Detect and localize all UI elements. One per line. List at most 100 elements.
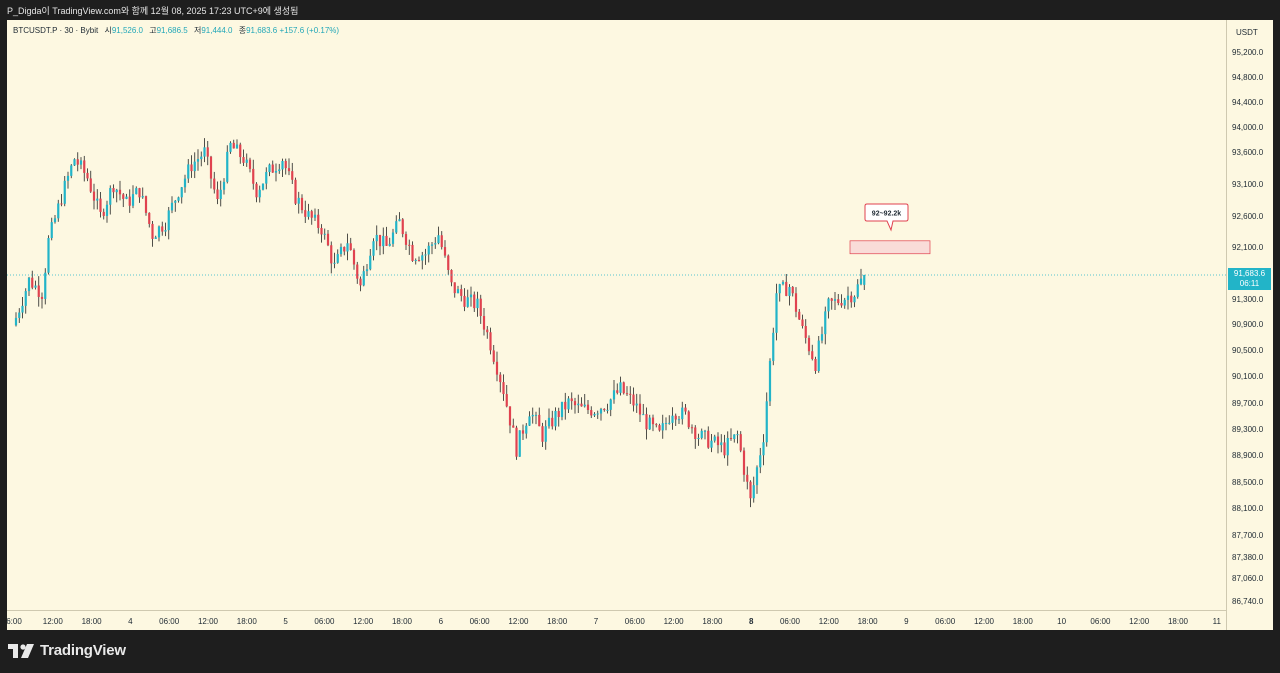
candle-body bbox=[99, 198, 102, 212]
candle-body bbox=[612, 390, 616, 400]
candle-body bbox=[115, 189, 118, 193]
time-tick-label: 5 bbox=[283, 617, 288, 626]
footer-bar: TradingView bbox=[0, 630, 1280, 673]
candle-body bbox=[677, 419, 681, 421]
time-tick-label: 6:00 bbox=[7, 617, 22, 626]
time-axis[interactable] bbox=[7, 610, 1226, 631]
candle-body bbox=[791, 286, 794, 294]
candle-body bbox=[837, 299, 840, 304]
candle-body bbox=[70, 165, 73, 176]
candle-body bbox=[853, 296, 856, 303]
time-tick-label: 06:00 bbox=[1090, 617, 1111, 626]
price-tick-label: 92,100.0 bbox=[1232, 243, 1264, 252]
price-tick-label: 92,600.0 bbox=[1232, 212, 1264, 221]
candle-body bbox=[720, 442, 723, 446]
candle-body bbox=[421, 255, 424, 261]
price-tick-label: 95,200.0 bbox=[1232, 48, 1264, 57]
candle-body bbox=[482, 316, 486, 330]
candle-body bbox=[408, 244, 411, 246]
candle-body bbox=[495, 361, 499, 375]
candle-body bbox=[148, 212, 151, 224]
candle-body bbox=[14, 317, 18, 326]
candle-body bbox=[216, 189, 219, 200]
candle-body bbox=[759, 455, 762, 468]
candle-body bbox=[538, 414, 541, 427]
candle-body bbox=[430, 244, 434, 246]
candle-body bbox=[447, 255, 450, 270]
time-tick-label: 18:00 bbox=[1168, 617, 1189, 626]
candle-body bbox=[83, 160, 86, 173]
candle-body bbox=[437, 235, 440, 244]
candle-body bbox=[112, 188, 115, 193]
time-tick-label: 18:00 bbox=[702, 617, 723, 626]
time-tick-label: 9 bbox=[904, 617, 909, 626]
time-tick-label: 06:00 bbox=[314, 617, 335, 626]
candle-body bbox=[733, 434, 736, 440]
symbol-name[interactable]: BTCUSDT.P · 30 · Bybit bbox=[13, 26, 99, 35]
candle-body bbox=[245, 159, 248, 163]
candle-body bbox=[86, 172, 89, 179]
candle-body bbox=[395, 221, 398, 233]
price-axis[interactable] bbox=[1226, 20, 1274, 630]
candle-body bbox=[323, 233, 326, 235]
candle-body bbox=[794, 293, 798, 312]
price-tick-label: 86,740.0 bbox=[1232, 597, 1264, 606]
candle-body bbox=[593, 413, 596, 416]
candle-body bbox=[573, 401, 577, 406]
candle-body bbox=[508, 406, 512, 426]
open-label: 시 bbox=[104, 26, 112, 35]
candle-body bbox=[811, 351, 814, 359]
candle-body bbox=[528, 416, 531, 426]
close-value: 91,683.6 bbox=[246, 26, 278, 35]
candle-body bbox=[92, 191, 96, 201]
candle-body bbox=[583, 404, 586, 407]
candle-body bbox=[564, 401, 567, 410]
candle-body bbox=[833, 299, 837, 301]
candle-body bbox=[768, 360, 772, 402]
candle-body bbox=[50, 222, 53, 239]
bar-countdown: 06:11 bbox=[1239, 279, 1260, 289]
candle-body bbox=[268, 164, 271, 172]
time-tick-label: 06:00 bbox=[935, 617, 956, 626]
candle-body bbox=[697, 437, 700, 440]
candle-body bbox=[47, 238, 50, 273]
candle-body bbox=[411, 244, 414, 261]
currency-label[interactable]: USDT bbox=[1236, 28, 1258, 37]
candle-body bbox=[473, 294, 476, 309]
candle-body bbox=[317, 214, 320, 228]
candle-body bbox=[310, 211, 313, 218]
price-tick-label: 94,400.0 bbox=[1232, 98, 1264, 107]
candle-body bbox=[417, 260, 421, 262]
candle-body bbox=[460, 289, 463, 296]
candle-body bbox=[476, 298, 479, 309]
candle-body bbox=[635, 403, 638, 406]
candle-body bbox=[187, 164, 190, 179]
candlestick-chart[interactable]: 95,200.0 94,800.0 94,400.0 94,000.0 93,600.0… bbox=[7, 20, 1273, 630]
candle-body bbox=[378, 234, 382, 247]
candle-body bbox=[486, 329, 489, 333]
candle-body bbox=[31, 277, 34, 288]
chart-area[interactable]: 95,200.0 94,800.0 94,400.0 94,000.0 93,600.0… bbox=[7, 20, 1273, 630]
tradingview-logo[interactable]: TradingView bbox=[8, 642, 126, 659]
candle-body bbox=[469, 294, 473, 298]
candle-body bbox=[443, 247, 447, 256]
candle-body bbox=[622, 382, 625, 394]
candle-body bbox=[232, 142, 235, 149]
time-tick-label: 12:00 bbox=[1129, 617, 1150, 626]
price-tick-label: 87,060.0 bbox=[1232, 574, 1264, 583]
candle-body bbox=[859, 278, 863, 285]
high-label: 고 bbox=[149, 26, 157, 35]
candle-body bbox=[89, 178, 92, 192]
candle-body bbox=[544, 426, 547, 442]
candle-body bbox=[746, 474, 749, 482]
candle-body bbox=[307, 211, 310, 217]
candle-body bbox=[694, 427, 697, 440]
candle-body bbox=[304, 210, 307, 217]
candle-body bbox=[118, 189, 122, 195]
candle-body bbox=[788, 286, 791, 296]
candle-body bbox=[281, 160, 284, 170]
candle-body bbox=[170, 202, 174, 211]
candle-body bbox=[807, 337, 811, 352]
candle-body bbox=[479, 298, 482, 317]
candle-body bbox=[450, 269, 453, 283]
